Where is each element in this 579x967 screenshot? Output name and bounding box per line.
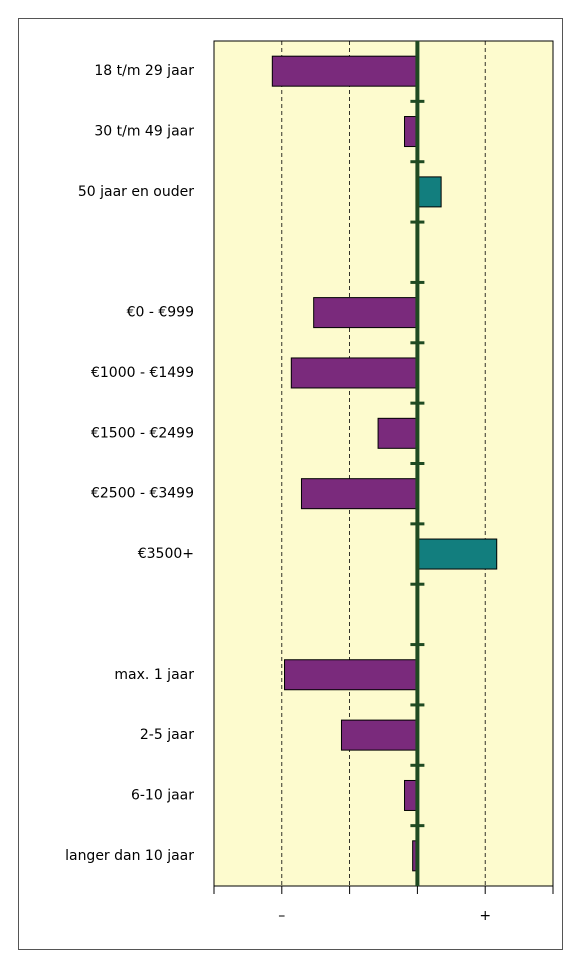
y-tick-label: 6-10 jaar [131,787,194,803]
bar [340,719,418,751]
plot-area [213,40,554,887]
y-tick-label: max. 1 jaar [114,667,194,683]
y-tick-label: €3500+ [138,546,194,562]
y-tick-label: langer dan 10 jaar [65,848,194,864]
bar [271,55,418,87]
x-tick-label: – [278,908,285,924]
bar [416,176,442,208]
x-tick-label: + [479,908,491,924]
y-tick-label: €1000 - €1499 [91,365,194,381]
y-tick-label: €2500 - €3499 [91,486,194,502]
bar [290,357,418,389]
bar [313,297,418,329]
bar [300,478,418,510]
y-tick-label: €1500 - €2499 [91,425,194,441]
y-tick-label: €0 - €999 [127,305,194,321]
bar [377,417,418,449]
y-tick-label: 50 jaar en ouder [78,184,194,200]
y-tick-label: 18 t/m 29 jaar [94,63,194,79]
bar [416,538,498,570]
bar [284,659,418,691]
y-tick-label: 30 t/m 49 jaar [94,124,194,140]
y-tick-label: 2-5 jaar [140,727,194,743]
